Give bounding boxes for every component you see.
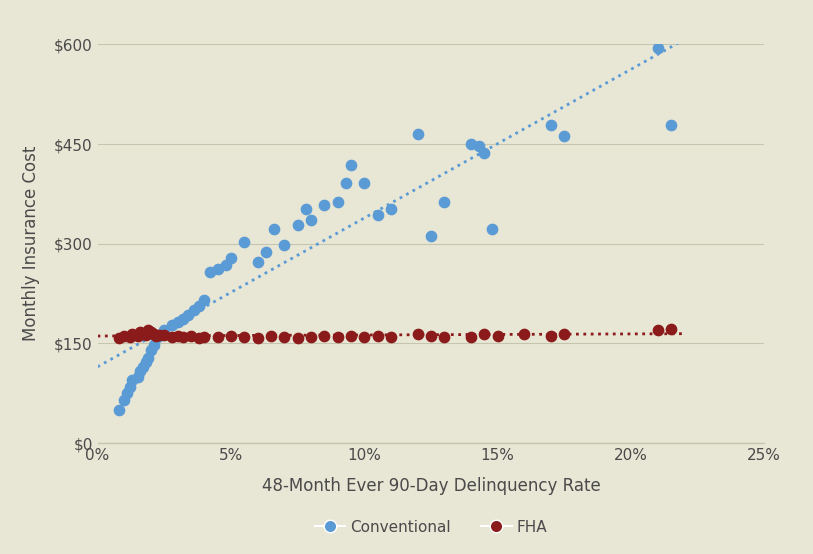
Point — [198, 332, 211, 341]
Point — [424, 232, 437, 240]
Point — [464, 140, 477, 148]
Point — [145, 346, 158, 355]
Point — [150, 331, 163, 340]
Point — [437, 197, 450, 206]
Point — [267, 225, 280, 234]
Point — [131, 331, 144, 340]
Point — [339, 178, 352, 187]
Point — [139, 330, 152, 339]
Point — [211, 265, 224, 274]
Point — [237, 238, 250, 247]
Point — [651, 43, 664, 52]
Point — [411, 329, 424, 338]
Point — [182, 310, 195, 319]
Point — [171, 318, 184, 327]
Point — [664, 325, 677, 334]
Point — [651, 326, 664, 335]
Point — [211, 332, 224, 341]
Point — [299, 205, 312, 214]
Point — [291, 334, 304, 342]
Point — [545, 331, 558, 340]
Point — [152, 331, 165, 340]
Point — [472, 142, 485, 151]
Point — [478, 148, 491, 157]
Point — [112, 334, 125, 342]
Point — [203, 267, 216, 276]
Point — [251, 334, 264, 342]
Point — [371, 331, 384, 340]
Point — [158, 330, 171, 339]
Point — [251, 257, 264, 266]
Point — [193, 334, 206, 342]
Point — [545, 121, 558, 130]
Point — [224, 254, 237, 263]
Point — [224, 331, 237, 340]
Point — [176, 315, 189, 324]
Point — [133, 327, 146, 336]
Point — [112, 406, 125, 414]
Point — [147, 340, 160, 349]
Point — [304, 216, 317, 225]
Point — [171, 331, 184, 340]
Point — [123, 382, 136, 391]
Point — [345, 161, 358, 170]
Point — [278, 240, 291, 249]
Point — [133, 367, 146, 376]
Point — [331, 332, 344, 341]
Point — [147, 329, 160, 338]
Point — [150, 334, 163, 342]
Point — [219, 260, 232, 269]
Point — [358, 332, 371, 341]
Point — [237, 332, 250, 341]
Point — [126, 376, 139, 384]
Point — [193, 301, 206, 310]
Point — [385, 205, 398, 214]
Point — [131, 372, 144, 381]
Point — [491, 331, 504, 340]
Point — [145, 327, 158, 336]
Point — [187, 306, 200, 315]
Point — [152, 330, 165, 339]
Point — [126, 329, 139, 338]
Point — [464, 332, 477, 341]
Point — [345, 331, 358, 340]
Point — [518, 329, 531, 338]
Point — [558, 329, 571, 338]
Legend: Conventional, FHA: Conventional, FHA — [309, 514, 553, 541]
Point — [664, 121, 677, 130]
Point — [318, 201, 331, 209]
Point — [358, 178, 371, 187]
Point — [176, 332, 189, 341]
Point — [198, 296, 211, 305]
Point — [318, 331, 331, 340]
Point — [485, 225, 498, 234]
Point — [331, 197, 344, 206]
Point — [278, 332, 291, 341]
Point — [118, 331, 131, 340]
Point — [371, 211, 384, 219]
Point — [166, 332, 179, 341]
Point — [478, 329, 491, 338]
Point — [385, 332, 398, 341]
Point — [120, 389, 133, 398]
Point — [437, 332, 450, 341]
Point — [166, 320, 179, 329]
Point — [424, 331, 437, 340]
Point — [118, 396, 131, 404]
Point — [411, 130, 424, 138]
Point — [291, 220, 304, 229]
Point — [264, 331, 277, 340]
Point — [141, 326, 154, 335]
Point — [137, 362, 150, 371]
Point — [141, 353, 154, 362]
Point — [139, 358, 152, 367]
Y-axis label: Monthly Insurance Cost: Monthly Insurance Cost — [22, 146, 40, 341]
Point — [259, 247, 272, 256]
Point — [158, 326, 171, 335]
Point — [304, 332, 317, 341]
Point — [558, 132, 571, 141]
Point — [123, 332, 136, 341]
Point — [185, 331, 198, 340]
X-axis label: 48-Month Ever 90-Day Delinquency Rate: 48-Month Ever 90-Day Delinquency Rate — [262, 477, 600, 495]
